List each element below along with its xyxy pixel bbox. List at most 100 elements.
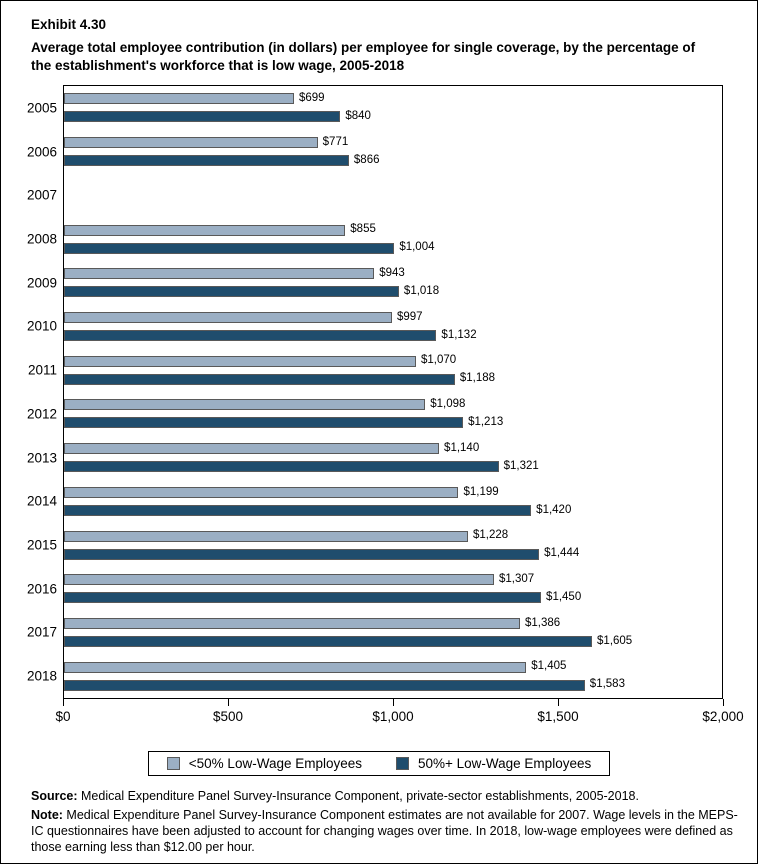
bar-2010-under50 <box>64 311 392 323</box>
year-axis-label: 2017 <box>26 624 57 640</box>
legend-container: <50% Low-Wage Employees 50%+ Low-Wage Emp… <box>1 751 757 776</box>
bar-value-label: $1,213 <box>468 416 504 429</box>
year-group-2017: 2017 $1,386 $1,605 <box>27 611 722 655</box>
bar-row: $997 <box>64 310 722 323</box>
bar-row: $943 <box>64 266 722 280</box>
x-axis-tick-label: $1,000 <box>372 709 414 724</box>
bar-value-label: $1,420 <box>536 503 572 516</box>
bar-value-label: $1,386 <box>524 616 561 629</box>
year-group-2011: 2011 $1,070 $1,188 <box>28 348 722 392</box>
bar-value-label: $1,405 <box>531 660 567 673</box>
bar-row: $866 <box>64 154 722 167</box>
bar-row: $1,188 <box>64 372 722 385</box>
bar-row: $1,098 <box>64 398 722 411</box>
legend-swatch-under50 <box>166 757 180 770</box>
bar-row: $1,018 <box>64 285 722 298</box>
bar-value-label: $771 <box>322 135 349 148</box>
year-axis-label: 2007 <box>26 187 57 203</box>
legend-item-under50: <50% Low-Wage Employees <box>166 756 362 771</box>
note-label: Note: <box>31 808 63 822</box>
bar-row: $1,605 <box>64 634 722 647</box>
bar-row: $1,140 <box>64 441 722 455</box>
bar-2013-under50 <box>64 443 440 455</box>
year-group-2018: 2018 $1,405 $1,583 <box>27 654 722 698</box>
legend-label: <50% Low-Wage Employees <box>188 756 362 771</box>
year-axis-label: 2011 <box>27 362 57 378</box>
bar-value-label: $997 <box>397 310 423 323</box>
year-axis-label: 2005 <box>26 100 57 116</box>
bar-2018-over50 <box>64 679 585 691</box>
bar-2008-under50 <box>64 224 346 236</box>
bar-value-label: $1,450 <box>546 591 582 604</box>
bar-2005-over50 <box>64 111 341 123</box>
bar-2013-over50 <box>64 461 499 473</box>
bar-2005-under50 <box>64 93 294 105</box>
legend-label: 50%+ Low-Wage Employees <box>418 756 592 771</box>
bar-value-label: $1,583 <box>589 678 625 691</box>
year-axis-label: 2009 <box>26 275 57 291</box>
bar-value-label: $1,098 <box>430 398 466 411</box>
bar-value-label: $1,605 <box>597 634 633 647</box>
chart-legend: <50% Low-Wage Employees 50%+ Low-Wage Emp… <box>147 751 611 776</box>
exhibit-label: Exhibit 4.30 <box>31 17 107 32</box>
x-axis-tick-label: $1,500 <box>537 709 579 724</box>
year-group-2007: 2007 <box>27 173 722 217</box>
bar-value-label: $1,188 <box>459 372 496 385</box>
note-text: Medical Expenditure Panel Survey-Insuran… <box>31 808 738 854</box>
bar-row: $1,321 <box>64 459 722 473</box>
bar-2012-under50 <box>64 399 426 411</box>
bar-2014-over50 <box>64 504 532 516</box>
methods-note: Note: Medical Expenditure Panel Survey-I… <box>31 807 739 855</box>
x-axis-tick-label: $500 <box>212 709 244 724</box>
year-group-2012: 2012 $1,098 $1,213 <box>27 392 722 436</box>
bar-value-label: $1,070 <box>421 354 457 367</box>
year-group-2015: 2015 $1,228 $1,444 <box>27 523 722 567</box>
year-group-2005: 2005 $699 $840 <box>27 86 722 130</box>
bar-2016-over50 <box>64 592 542 604</box>
bar-row: $1,444 <box>64 547 722 560</box>
bar-chart-plot-area: 2005 $699 $840 2006 $771 $866 2007 2008 $855 $1,0… <box>27 85 723 699</box>
bar-value-label: $855 <box>350 223 376 236</box>
year-axis-label: 2013 <box>26 450 57 466</box>
year-group-2013: 2013 $1,140 $1,321 <box>27 436 722 480</box>
x-axis-tick <box>723 699 724 706</box>
source-label: Source: <box>31 789 78 803</box>
bar-row: $1,004 <box>64 242 722 254</box>
bar-2012-over50 <box>64 417 464 429</box>
bar-2015-over50 <box>64 548 540 560</box>
x-axis-tick <box>63 699 64 706</box>
title-block: Exhibit 4.30 Average total employee cont… <box>31 17 721 75</box>
bar-2008-over50 <box>64 242 395 254</box>
bar-value-label: $1,321 <box>503 459 539 472</box>
bar-row: $855 <box>64 223 722 236</box>
year-group-2008: 2008 $855 $1,004 <box>27 217 722 261</box>
bar-value-label: $943 <box>379 266 405 279</box>
bar-value-label: $1,140 <box>444 441 480 454</box>
footnotes: Source: Medical Expenditure Panel Survey… <box>31 788 739 858</box>
year-axis-label: 2014 <box>26 493 57 509</box>
year-group-2009: 2009 $943 $1,018 <box>27 261 722 305</box>
bar-2010-over50 <box>64 329 437 341</box>
bar-value-label: $840 <box>345 110 371 123</box>
bar-2011-over50 <box>64 373 455 385</box>
bar-2014-under50 <box>64 486 459 498</box>
year-axis-label: 2018 <box>26 668 57 684</box>
bar-2006-under50 <box>64 137 318 149</box>
bar-2011-under50 <box>64 355 417 367</box>
legend-item-over50: 50%+ Low-Wage Employees <box>396 756 591 771</box>
year-axis-label: 2010 <box>26 318 57 334</box>
year-axis-label: 2012 <box>26 406 57 422</box>
bar-2006-over50 <box>64 155 349 167</box>
x-axis-tick-label: $0 <box>55 709 71 724</box>
bar-row: $1,386 <box>64 616 722 629</box>
bar-2017-under50 <box>64 617 520 629</box>
bar-value-label: $1,444 <box>544 547 580 560</box>
bar-row: $1,583 <box>64 678 722 691</box>
year-axis-label: 2015 <box>26 537 57 553</box>
bar-value-label: $1,228 <box>473 529 509 542</box>
year-group-2010: 2010 $997 $1,132 <box>27 305 722 349</box>
bar-row: $1,405 <box>64 660 722 673</box>
bar-row: $840 <box>64 110 722 123</box>
bar-row: $699 <box>64 93 722 105</box>
